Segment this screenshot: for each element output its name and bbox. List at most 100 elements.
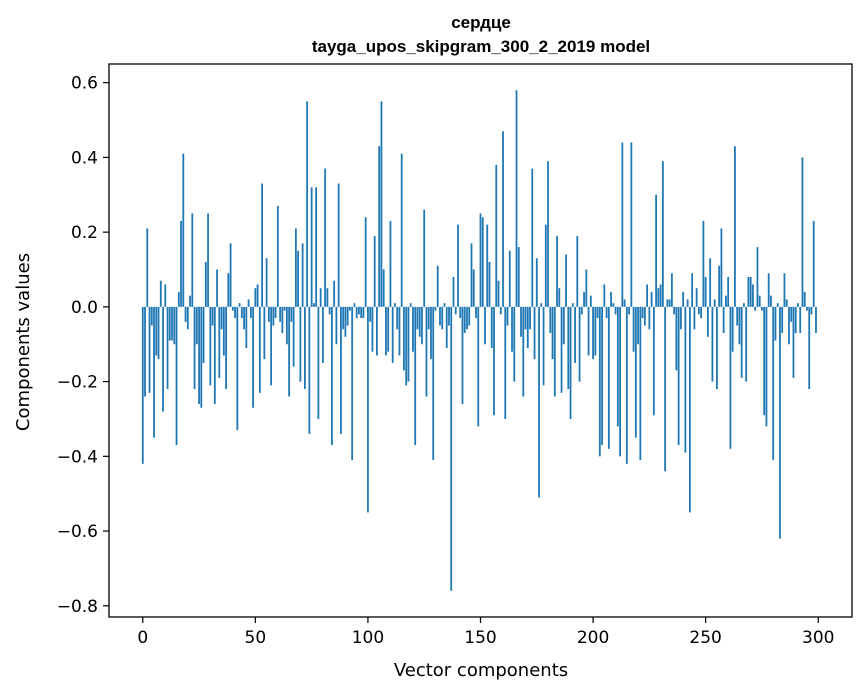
bar-216 — [628, 306, 630, 315]
bar-195 — [580, 306, 583, 315]
bar-97 — [360, 306, 363, 319]
bar-137 — [450, 306, 453, 591]
bar-231 — [661, 161, 664, 307]
bar-74 — [308, 306, 311, 434]
bar-243 — [688, 306, 691, 513]
y-tick-label: 0.0 — [71, 298, 98, 318]
bar-257 — [720, 228, 723, 307]
bar-101 — [369, 306, 372, 322]
bar-242 — [686, 299, 689, 307]
y-tick-label: 0.2 — [71, 223, 98, 243]
bar-54 — [263, 306, 266, 360]
bar-290 — [794, 306, 797, 334]
bar-278 — [767, 273, 770, 307]
bar-73 — [306, 101, 309, 307]
bar-25 — [198, 306, 200, 405]
bar-285 — [783, 273, 786, 307]
bar-146 — [470, 243, 473, 307]
bar-117 — [405, 306, 408, 386]
bar-2 — [146, 228, 149, 307]
bar-52 — [258, 306, 261, 393]
bar-50 — [254, 288, 257, 307]
x-tick-label: 150 — [464, 628, 496, 648]
y-tick-label: −0.6 — [57, 522, 98, 542]
bar-0 — [141, 306, 144, 464]
bar-38 — [227, 273, 230, 307]
bar-271 — [752, 284, 754, 307]
bar-250 — [704, 276, 707, 307]
bar-31 — [211, 306, 214, 326]
bar-98 — [362, 306, 365, 319]
bar-8 — [159, 280, 162, 307]
bar-79 — [319, 288, 322, 307]
bar-92 — [349, 306, 351, 311]
bar-148 — [475, 306, 477, 319]
bar-109 — [387, 306, 390, 352]
bar-69 — [297, 250, 300, 307]
bar-39 — [229, 243, 232, 307]
bar-179 — [544, 224, 547, 307]
bar-210 — [614, 306, 617, 315]
bars — [141, 90, 817, 591]
bar-171 — [526, 306, 529, 348]
bar-248 — [700, 306, 703, 319]
bar-9 — [162, 306, 164, 412]
bar-200 — [592, 306, 594, 360]
bar-284 — [781, 306, 784, 334]
bar-178 — [542, 306, 545, 386]
bar-66 — [290, 306, 293, 322]
bar-182 — [551, 306, 554, 360]
bar-18 — [182, 153, 185, 307]
bar-124 — [421, 306, 423, 345]
bar-192 — [574, 306, 576, 363]
bar-277 — [765, 306, 768, 427]
bar-234 — [668, 299, 671, 307]
bar-282 — [776, 303, 779, 307]
bar-207 — [607, 306, 610, 449]
bar-268 — [745, 306, 748, 382]
bar-261 — [729, 306, 732, 449]
bar-168 — [520, 306, 522, 337]
bar-111 — [391, 306, 394, 363]
bar-78 — [317, 306, 320, 419]
bar-77 — [315, 187, 318, 307]
bar-132 — [439, 306, 441, 326]
bar-167 — [517, 247, 520, 307]
bar-27 — [202, 306, 205, 363]
bar-110 — [389, 220, 392, 307]
bar-197 — [585, 269, 588, 307]
bar-214 — [623, 299, 626, 307]
bar-144 — [466, 306, 468, 330]
bar-29 — [207, 213, 209, 307]
bar-120 — [412, 306, 414, 352]
bar-291 — [797, 303, 799, 307]
bar-198 — [587, 306, 590, 356]
bar-30 — [209, 306, 212, 386]
bar-17 — [180, 220, 182, 307]
bar-119 — [409, 303, 412, 307]
bar-95 — [355, 306, 358, 319]
x-axis-ticks: 0 50 100 150 200 250 300 — [137, 617, 834, 648]
chart-title: сердце — [451, 13, 511, 32]
bar-186 — [560, 306, 563, 393]
bar-237 — [675, 306, 678, 371]
chart-subtitle: tayga_upos_skipgram_300_2_2019 model — [312, 37, 650, 56]
bar-140 — [457, 224, 459, 307]
bar-127 — [427, 306, 430, 330]
x-tick-label: 300 — [802, 628, 834, 648]
bar-155 — [490, 306, 493, 348]
bar-141 — [459, 306, 462, 319]
bar-233 — [666, 299, 669, 307]
bar-177 — [540, 303, 543, 307]
bar-258 — [722, 306, 725, 334]
bar-106 — [380, 101, 383, 307]
bar-224 — [646, 284, 649, 307]
bar-11 — [166, 306, 169, 390]
bar-252 — [709, 258, 712, 307]
bar-82 — [326, 288, 329, 307]
bar-71 — [301, 243, 304, 307]
bar-170 — [524, 306, 527, 330]
x-tick-label: 200 — [577, 628, 609, 648]
bar-202 — [596, 306, 599, 319]
bar-64 — [285, 306, 288, 345]
